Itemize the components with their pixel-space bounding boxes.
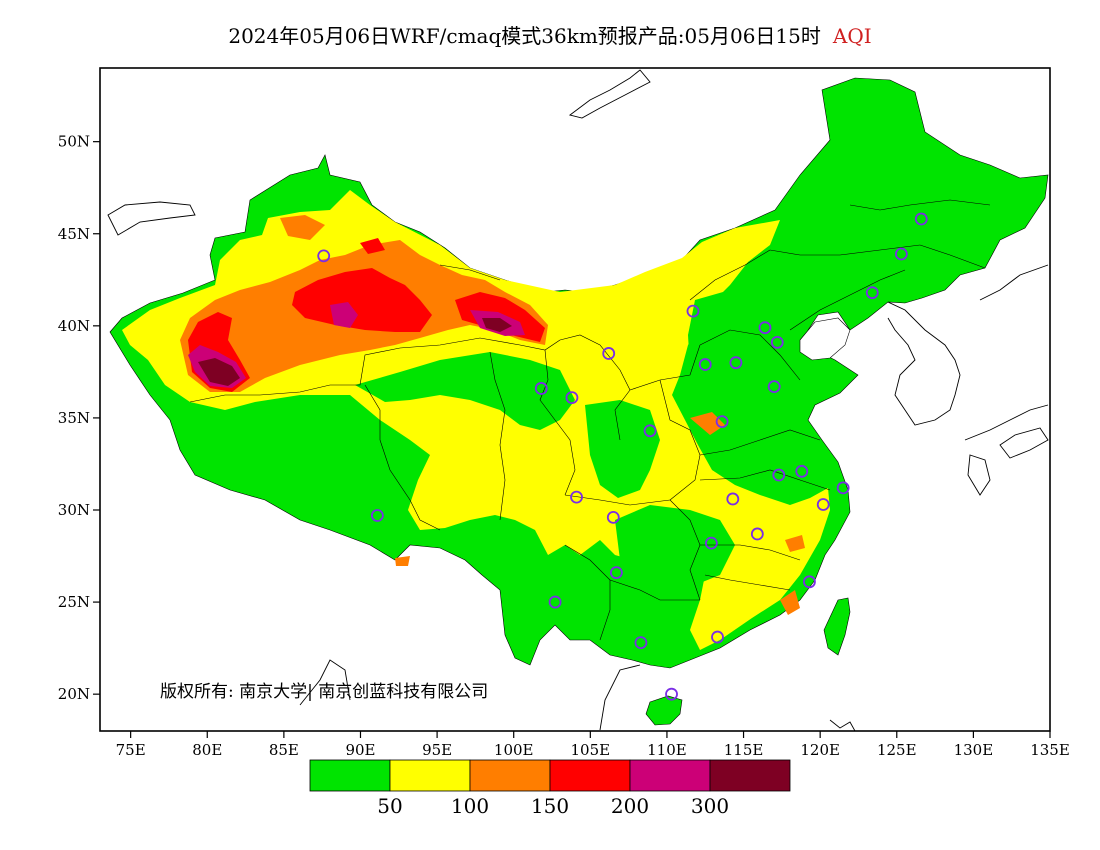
aqi-region-maroon: [198, 358, 240, 386]
x-tick-label: 100E: [494, 741, 534, 759]
station-marker: [548, 595, 562, 609]
x-tick-label: 105E: [571, 741, 611, 759]
y-tick-label: 45N: [58, 225, 90, 243]
station-marker: [643, 424, 657, 438]
station-marker: [634, 636, 648, 649]
station-marker: [865, 286, 879, 300]
station-marker: [565, 391, 579, 405]
monitoring-stations: [317, 212, 928, 701]
station-marker: [570, 490, 583, 504]
y-tick-label: 25N: [58, 593, 90, 611]
legend-label: 50: [377, 794, 402, 818]
aqi-region-orange: [395, 556, 410, 566]
station-marker: [795, 464, 809, 478]
station-marker: [698, 358, 712, 371]
y-tick-label: 40N: [58, 317, 90, 335]
station-marker: [772, 468, 786, 482]
aqi-region-maroon: [482, 318, 512, 332]
bohai-sea: [799, 317, 851, 361]
taiwan-island: [823, 597, 851, 656]
latitude-axis: 20N 25N 30N 35N 40N 45N 50N: [58, 133, 100, 703]
aqi-region-red: [360, 238, 385, 254]
station-marker: [317, 249, 331, 263]
station-marker: [726, 492, 740, 506]
aqi-region-orange: [785, 535, 805, 552]
legend-label: 150: [531, 794, 569, 818]
station-marker: [750, 527, 764, 541]
title-text: 2024年05月06日WRF/cmaq模式36km预报产品:05月06日15时: [228, 24, 821, 48]
station-marker: [758, 321, 772, 335]
coastlines: [107, 69, 1049, 731]
map-frame: [99, 67, 1051, 732]
station-marker: [836, 481, 850, 495]
station-marker: [803, 575, 816, 589]
x-tick-label: 125E: [877, 741, 917, 759]
y-tick-label: 50N: [58, 133, 90, 151]
station-marker: [370, 509, 384, 522]
station-marker: [816, 498, 830, 511]
x-tick-label: 95E: [422, 741, 452, 759]
x-tick-label: 115E: [724, 741, 764, 759]
x-tick-label: 75E: [116, 741, 146, 759]
aqi-region-green-inner: [355, 352, 575, 430]
map-content: [107, 69, 1049, 731]
station-marker: [711, 630, 724, 644]
hainan-island: [645, 695, 683, 726]
x-tick-label: 135E: [1030, 741, 1070, 759]
x-tick-label: 85E: [269, 741, 299, 759]
station-marker: [609, 566, 623, 580]
y-tick-label: 20N: [58, 685, 90, 703]
station-marker: [767, 380, 781, 394]
longitude-axis: 75E 80E 85E 90E 95E 100E 105E 110E 115E 120E 125E 1…: [116, 731, 1070, 759]
station-marker: [686, 304, 700, 318]
aqi-region-purple: [330, 302, 358, 328]
province-boundaries: [189, 199, 991, 641]
y-tick-label: 30N: [58, 501, 90, 519]
legend-label: 300: [691, 794, 729, 818]
legend-label: 100: [451, 794, 489, 818]
station-marker: [534, 382, 548, 395]
legend-swatch: [629, 759, 711, 792]
aqi-region-orange: [280, 215, 325, 240]
aqi-region-green-inner: [688, 290, 800, 405]
aqi-region-orange: [780, 590, 800, 615]
x-tick-label: 90E: [345, 741, 375, 759]
aqi-region-orange: [690, 412, 725, 435]
station-marker: [770, 336, 784, 349]
legend-swatch: [549, 759, 631, 792]
station-marker: [704, 536, 718, 550]
x-tick-label: 80E: [192, 741, 222, 759]
legend-swatch: [309, 759, 391, 792]
y-tick-label: 35N: [58, 409, 90, 427]
station-marker: [894, 247, 908, 261]
station-marker: [665, 687, 678, 701]
legend-swatch: [389, 759, 471, 792]
copyright-text: 版权所有: 南京大学| 南京创蓝科技有限公司: [160, 682, 488, 702]
station-marker: [602, 347, 616, 360]
map-title: 2024年05月06日WRF/cmaq模式36km预报产品:05月06日15时 A…: [0, 20, 1100, 49]
station-marker: [729, 356, 743, 370]
station-marker: [914, 212, 928, 226]
legend-label: 200: [611, 794, 649, 818]
station-marker: [606, 510, 620, 524]
aqi-region-green-inner: [615, 505, 735, 590]
station-marker: [715, 415, 729, 429]
x-tick-label: 120E: [800, 741, 840, 759]
x-tick-label: 110E: [647, 741, 687, 759]
legend-swatch: [469, 759, 551, 792]
legend-swatch: [709, 759, 791, 792]
x-tick-label: 130E: [954, 741, 994, 759]
title-variable: AQI: [832, 24, 872, 48]
aqi-region-red: [292, 268, 432, 332]
aqi-region-green-inner: [585, 400, 660, 498]
aqi-legend: 50 100 150 200 300: [309, 759, 791, 818]
